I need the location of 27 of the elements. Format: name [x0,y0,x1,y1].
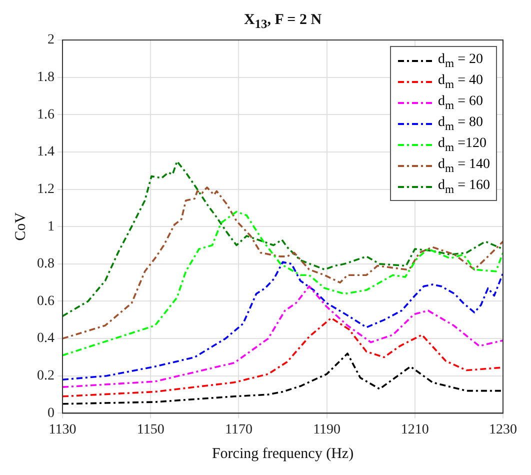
x-tick-label: 1210 [400,422,429,438]
x-tick-label: 1170 [224,422,252,438]
y-tick-label: 0.8 [37,256,54,272]
x-tick-label: 1230 [489,422,517,438]
y-tick-label: 1.4 [37,144,54,160]
y-tick-label: 0 [48,406,54,421]
y-tick-label: 1 [48,219,54,234]
x-tick-label: 1190 [313,422,341,438]
y-tick-label: 1.8 [37,70,54,85]
legend-label: d$_{m}$ = 20 [438,52,483,70]
y-tick-label: 0.2 [37,368,54,384]
chart-title: X$_{13}$, F = 2 N [242,12,323,32]
y-tick-label: 1.2 [37,182,54,197]
legend-label: d$_{m}$ = 80 [438,114,483,132]
x-tick-label: 1150 [136,422,164,438]
legend-label: d$_{m}$ = 60 [438,94,483,112]
y-tick-label: 0.4 [37,331,54,346]
x-axis-title: Forcing frequency (Hz) [212,446,354,462]
legend-label: d$_{m}$ = 140 [438,156,490,174]
legend-label: d$_{m}$ = 40 [438,72,483,90]
legend-label: d$_{m}$ = 160 [438,178,490,196]
x-tick-label: 1130 [48,422,76,438]
y-tick-label: 1.6 [37,107,54,122]
y-tick-label: 0.6 [37,294,54,309]
legend-label: d$_{m}$ =120 [438,136,486,154]
y-tick-label: 2 [48,32,54,48]
y-axis-title: CoV [12,212,29,241]
